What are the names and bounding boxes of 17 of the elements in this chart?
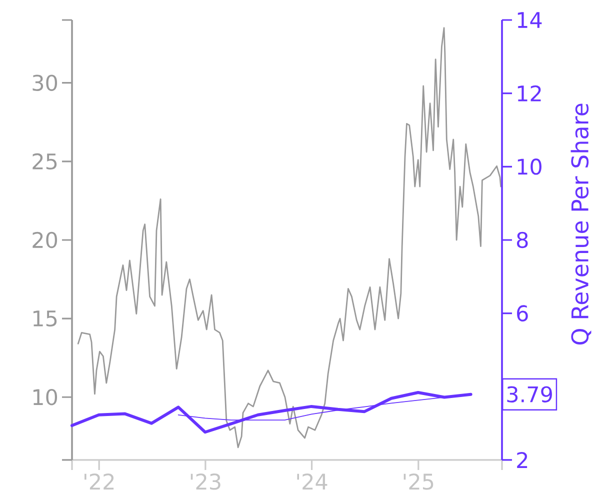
- y-tick-label: 15: [33, 310, 57, 327]
- y2-tick-label: 12: [518, 85, 541, 102]
- y-tick-label: 25: [32, 153, 57, 170]
- y2-axis-title: Q Revenue Per Share: [570, 104, 592, 344]
- y-tick-label: 20: [32, 232, 58, 248]
- data-label: 3.79: [507, 386, 552, 402]
- x-tick-label: '24: [297, 474, 328, 490]
- x-tick-label: '23: [190, 474, 220, 490]
- x-tick-label: '25: [404, 474, 434, 490]
- y2-tick-label: 14: [518, 12, 542, 28]
- y2-tick-label: 2: [517, 452, 528, 468]
- y2-tick-label: 8: [516, 232, 528, 248]
- y-tick-label: 10: [33, 388, 58, 406]
- y-tick-label: 30: [32, 74, 58, 91]
- x-tick-label: '22: [84, 474, 114, 490]
- y2-tick-label: 6: [517, 305, 528, 322]
- y2-tick-label: 10: [518, 158, 542, 175]
